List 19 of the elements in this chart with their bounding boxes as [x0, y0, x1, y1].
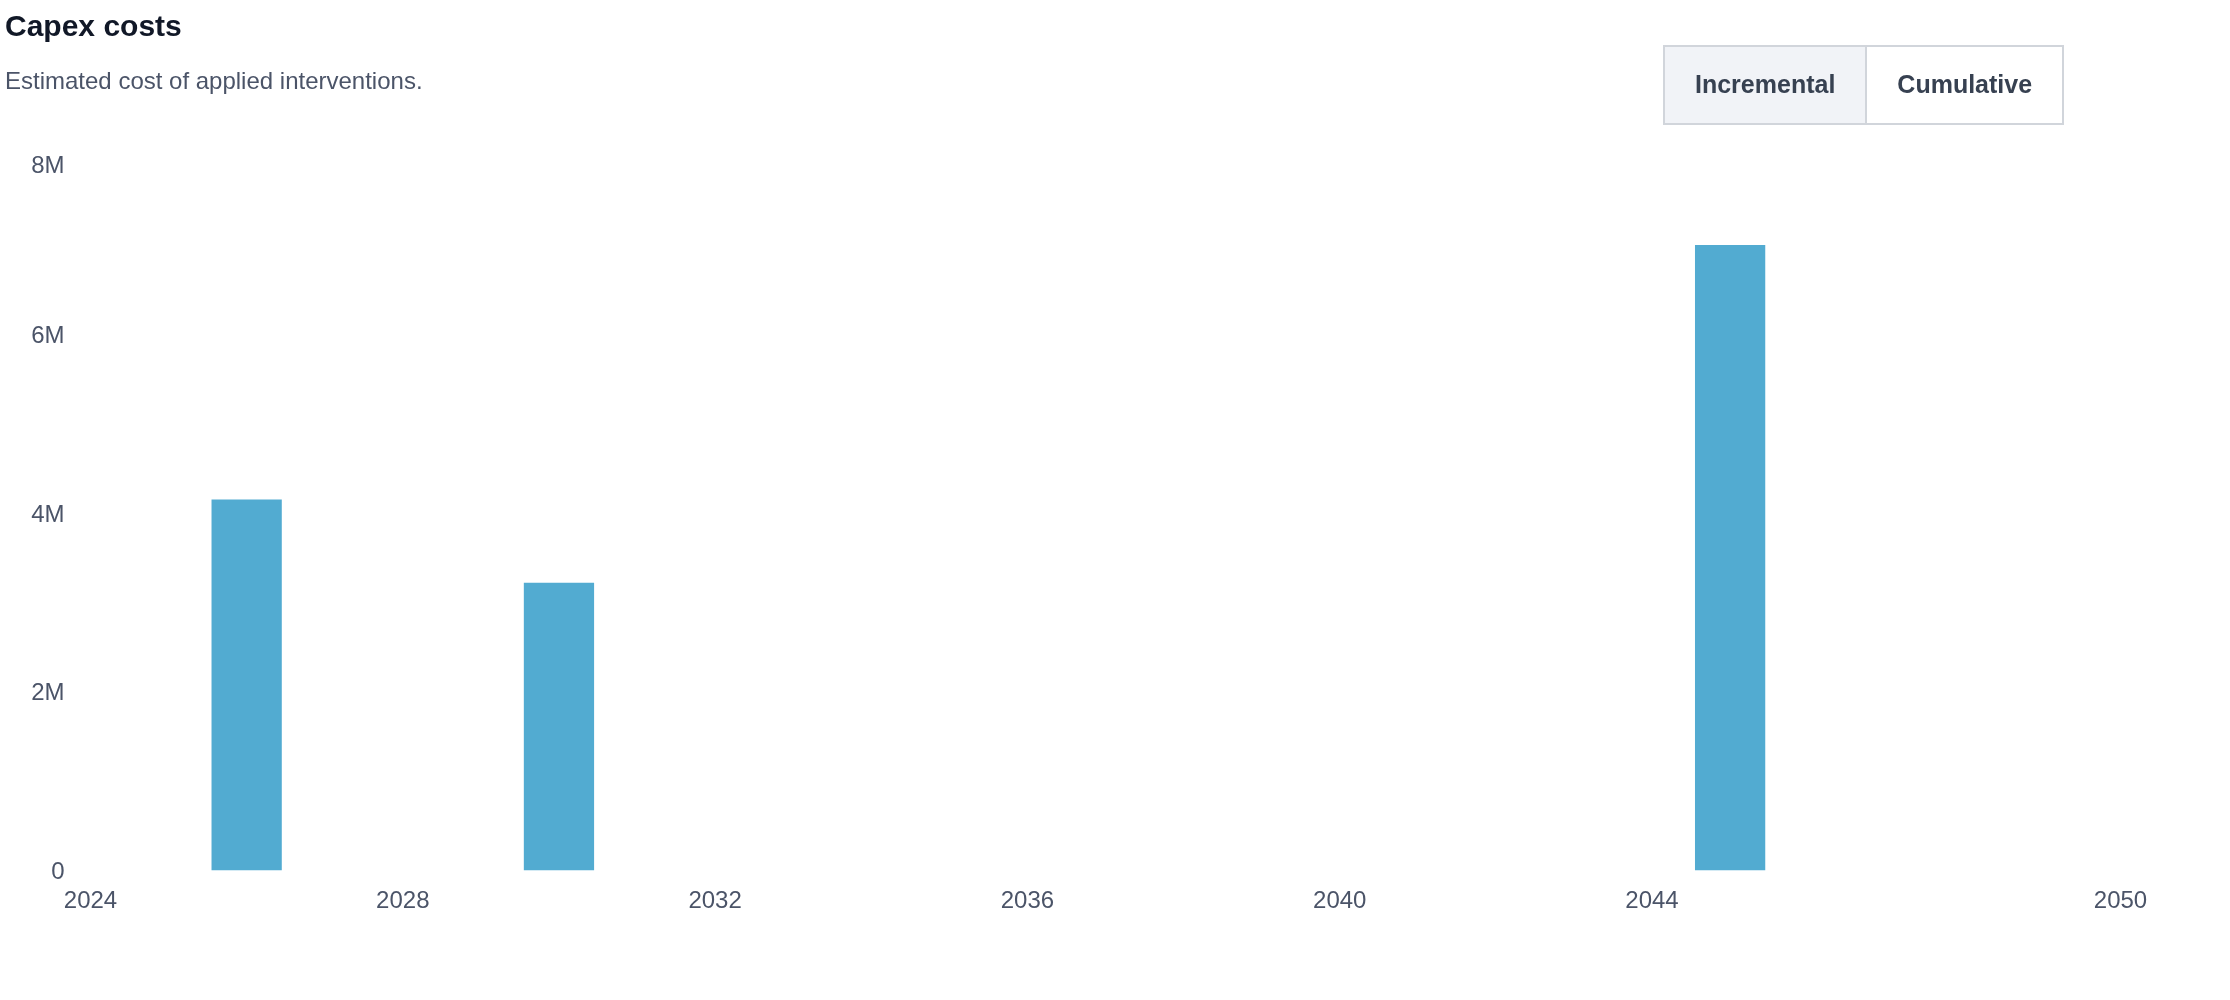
bar [523, 582, 595, 871]
x-tick-label: 2044 [1625, 885, 1679, 913]
bar [1694, 244, 1766, 871]
x-tick-label: 2050 [2093, 885, 2148, 913]
y-tick-label: 2M [31, 678, 65, 706]
y-tick-label: 4M [31, 499, 65, 527]
text: Incremental [1663, 45, 1868, 125]
chart-subtitle: Estimated cost of applied interventions. [5, 65, 423, 96]
y-tick-label: 6M [31, 320, 65, 348]
x-tick-label: 2028 [376, 885, 430, 913]
x-tick-label: 2036 [1000, 885, 1055, 913]
bar [211, 499, 282, 871]
y-tick-label: 0 [51, 857, 65, 884]
y-tick-label: 8M [31, 150, 65, 178]
x-tick-label: 2040 [1313, 885, 1367, 913]
x-tick-label: 2032 [688, 885, 742, 913]
text: Cumulative [1865, 45, 2065, 125]
x-tick-label: 2024 [63, 885, 118, 913]
chart-title: Capex costs [5, 8, 183, 44]
